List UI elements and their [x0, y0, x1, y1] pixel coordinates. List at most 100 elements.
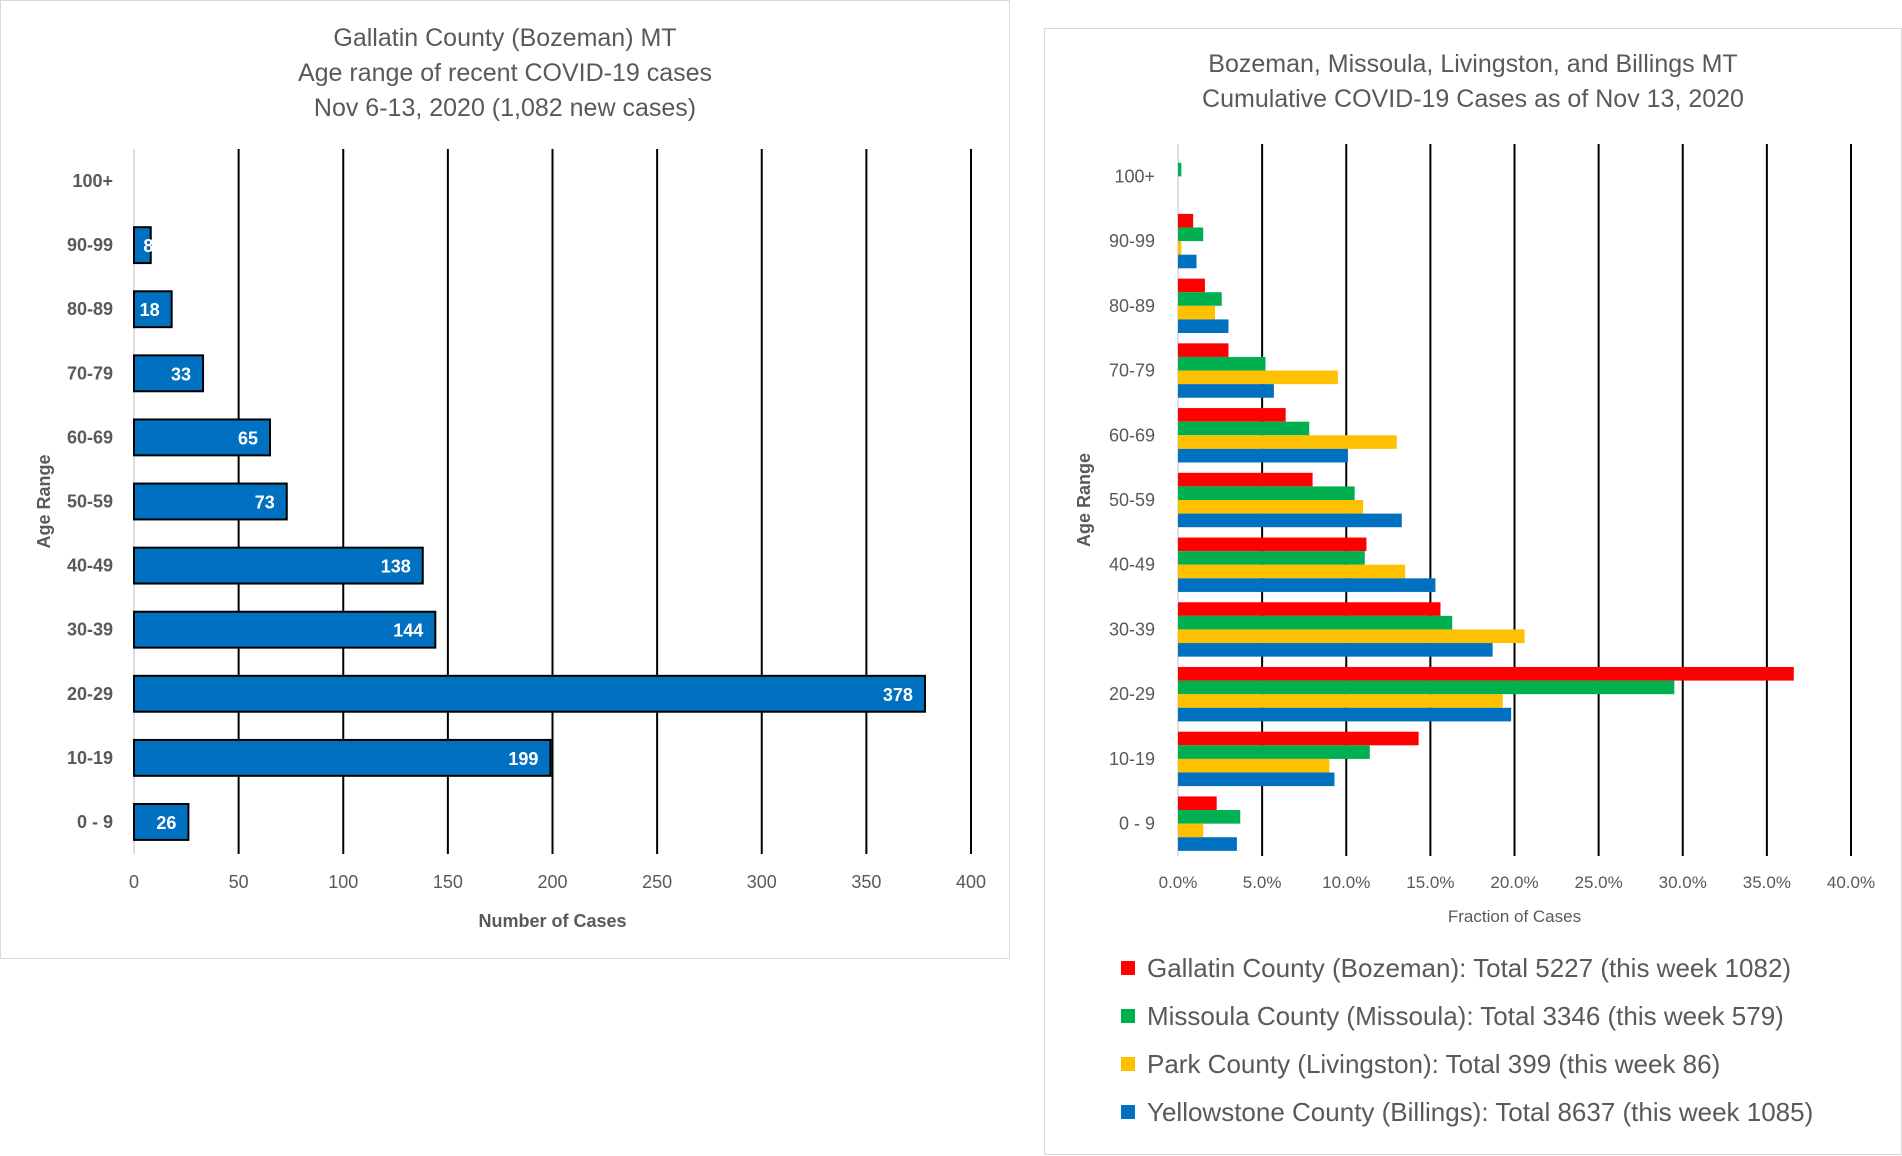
- bar-70-79: [133, 354, 205, 393]
- left-title-line-1: Gallatin County (Bozeman) MT: [333, 24, 677, 52]
- y-tick-label-90-99: 90-99: [1109, 231, 1155, 251]
- x-tick-label-30-0: 30.0%: [1659, 873, 1707, 892]
- bar-50-59-series-4: [1178, 513, 1402, 528]
- legend-swatch-missoula: [1121, 1009, 1135, 1023]
- x-tick-label-35-0: 35.0%: [1743, 873, 1791, 892]
- left-title-line-3: Nov 6-13, 2020 (1,082 new cases): [313, 94, 697, 122]
- legend-swatch-gallatin: [1121, 961, 1135, 975]
- bar-0-9-series-4: [1178, 837, 1237, 851]
- left-title-line-2: Age range of recent COVID-19 cases: [297, 59, 713, 87]
- bar-40-49: [133, 546, 424, 585]
- y-tick-label-60-69: 60-69: [67, 427, 113, 447]
- legend-item-park: Park County (Livingston): Total 399 (thi…: [1121, 1040, 1813, 1088]
- x-tick-label-25-0: 25.0%: [1575, 873, 1623, 892]
- right-chart-panel: Bozeman, Missoula, Livingston, and Billi…: [1044, 28, 1902, 1155]
- bar-10-19: [133, 738, 552, 777]
- data-label-70-79: 33: [171, 364, 191, 384]
- y-tick-label-20-29: 20-29: [1109, 684, 1155, 704]
- y-tick-label-50-59: 50-59: [1109, 490, 1155, 510]
- left-chart-title: Gallatin County (Bozeman) MT Age range o…: [1, 21, 1009, 126]
- data-label-90-99: 8: [143, 236, 153, 256]
- bar-20-29: [133, 674, 926, 713]
- legend-item-gallatin: Gallatin County (Bozeman): Total 5227 (t…: [1121, 944, 1813, 992]
- x-tick-label-100: 100: [328, 872, 358, 892]
- bar-0-9-series-2: [1178, 810, 1241, 824]
- bar-80-89-series-3: [1178, 305, 1216, 320]
- y-tick-label-0-9: 0 - 9: [77, 812, 113, 832]
- y-tick-label-60-69: 60-69: [1109, 425, 1155, 445]
- bar-70-79-series-3: [1178, 370, 1338, 385]
- legend-label-missoula: Missoula County (Missoula): Total 3346 (…: [1147, 1000, 1784, 1031]
- bar-70-79-series-1: [1178, 343, 1229, 357]
- x-axis-title: Number of Cases: [478, 911, 626, 931]
- bar-50-59-series-3: [1178, 500, 1364, 514]
- y-tick-label-30-39: 30-39: [1109, 619, 1155, 639]
- right-title-line-1: Bozeman, Missoula, Livingston, and Billi…: [1208, 50, 1738, 78]
- legend: Gallatin County (Bozeman): Total 5227 (t…: [1121, 944, 1813, 1136]
- right-chart-title: Bozeman, Missoula, Livingston, and Billi…: [1045, 47, 1901, 117]
- bar-100-series-2: [1178, 162, 1182, 177]
- bar-40-49-series-1: [1178, 537, 1367, 552]
- y-tick-label-70-79: 70-79: [67, 363, 113, 383]
- x-tick-label-50: 50: [229, 872, 249, 892]
- y-tick-label-10-19: 10-19: [1109, 749, 1155, 769]
- data-label-40-49: 138: [381, 557, 411, 577]
- y-axis-title: Age Range: [34, 454, 54, 548]
- bar-80-89: [133, 290, 173, 329]
- y-tick-label-80-89: 80-89: [1109, 296, 1155, 316]
- bar-30-39-series-1: [1178, 602, 1441, 616]
- y-axis-title: Age Range: [1074, 453, 1094, 547]
- bar-30-39-series-4: [1178, 643, 1493, 657]
- legend-label-park: Park County (Livingston): Total 399 (thi…: [1147, 1048, 1721, 1079]
- bar-90-99-series-4: [1178, 254, 1197, 269]
- y-tick-label-0-9: 0 - 9: [1119, 814, 1155, 834]
- y-tick-label-100: 100+: [72, 171, 113, 191]
- y-tick-label-100: 100+: [1114, 166, 1155, 186]
- right-title-line-2: Cumulative COVID-19 Cases as of Nov 13, …: [1202, 85, 1744, 113]
- bar-10-19-series-3: [1178, 758, 1330, 773]
- bar-0-9-series-1: [1178, 796, 1217, 811]
- bar-40-49-series-4: [1178, 578, 1436, 592]
- bar-0-9: [133, 803, 190, 841]
- left-bar-chart: 0 50 100 150 200 250 300 350 400 0 - 9 26 10-19 199 2…: [34, 149, 986, 931]
- bar-30-39: [133, 610, 437, 649]
- bar-20-29-series-1: [1178, 666, 1794, 681]
- bar-70-79-series-2: [1178, 356, 1266, 371]
- bar-20-29-series-4: [1178, 707, 1512, 722]
- y-tick-label-90-99: 90-99: [67, 235, 113, 255]
- legend-label-gallatin: Gallatin County (Bozeman): Total 5227 (t…: [1147, 952, 1792, 983]
- data-label-50-59: 73: [255, 493, 275, 513]
- bar-50-59-series-1: [1178, 472, 1313, 487]
- bar-70-79-series-4: [1178, 384, 1274, 398]
- x-axis-title: Fraction of Cases: [1448, 907, 1581, 926]
- data-label-20-29: 378: [883, 685, 913, 705]
- bar-30-39-series-2: [1178, 615, 1453, 630]
- bar-40-49-series-3: [1178, 564, 1406, 579]
- bar-20-29-series-3: [1178, 694, 1503, 708]
- x-tick-label-250: 250: [642, 872, 672, 892]
- bar-60-69: [133, 418, 272, 457]
- legend-swatch-yellowstone: [1121, 1105, 1135, 1119]
- bar-60-69-series-2: [1178, 421, 1310, 436]
- legend-item-missoula: Missoula County (Missoula): Total 3346 (…: [1121, 992, 1813, 1040]
- x-tick-label-40-0: 40.0%: [1827, 873, 1875, 892]
- bar-80-89-series-1: [1178, 278, 1205, 293]
- bar-80-89-series-4: [1178, 319, 1229, 334]
- legend-label-yellowstone: Yellowstone County (Billings): Total 863…: [1147, 1096, 1814, 1127]
- bar-60-69-series-1: [1178, 408, 1286, 422]
- y-tick-label-70-79: 70-79: [1109, 361, 1155, 381]
- right-bar-chart: 0.0% 5.0% 10.0% 15.0% 20.0% 25.0% 30.0% 35.0% 40…: [1074, 144, 1875, 926]
- bar-20-29-series-2: [1178, 680, 1675, 695]
- y-tick-label-20-29: 20-29: [67, 684, 113, 704]
- x-tick-label-15-0: 15.0%: [1406, 873, 1454, 892]
- legend-swatch-park: [1121, 1057, 1135, 1071]
- y-tick-label-30-39: 30-39: [67, 620, 113, 640]
- bar-30-39-series-3: [1178, 629, 1525, 644]
- y-tick-label-40-49: 40-49: [67, 556, 113, 576]
- x-tick-label-0: 0: [129, 872, 139, 892]
- x-tick-label-400: 400: [956, 872, 986, 892]
- bar-0-9-series-3: [1178, 823, 1204, 838]
- bar-50-59-series-2: [1178, 486, 1355, 500]
- x-tick-label-20-0: 20.0%: [1490, 873, 1538, 892]
- bar-80-89-series-2: [1178, 292, 1222, 306]
